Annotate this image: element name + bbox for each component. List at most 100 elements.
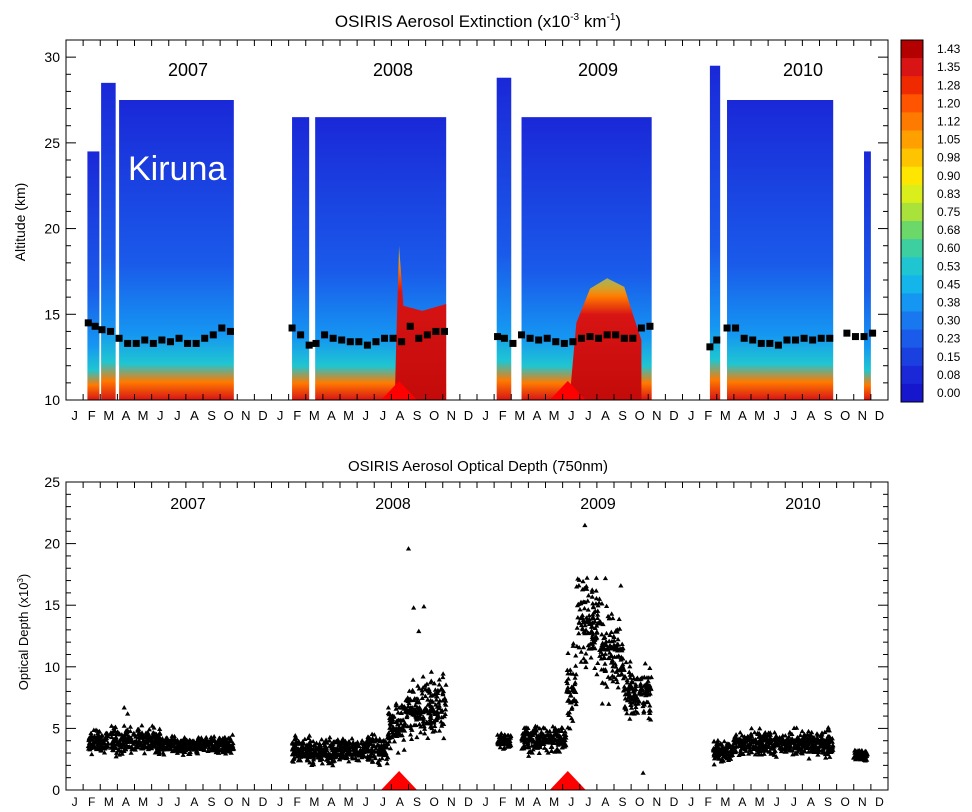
data-point [640, 770, 646, 775]
colorbar-label: 0.30 [937, 314, 961, 328]
tropopause-marker [406, 322, 414, 330]
tropopause-marker [192, 339, 200, 347]
x-tick-label: N [652, 408, 661, 423]
colorbar-segment [901, 130, 923, 150]
tropopause-marker [826, 334, 834, 342]
x-tick-label: M [755, 795, 765, 809]
x-tick-label: M [549, 795, 559, 809]
colorbar-segment [901, 383, 923, 403]
x-tick-label: J [773, 408, 780, 423]
x-tick-label: J [688, 408, 695, 423]
x-tick-label: D [464, 408, 473, 423]
colorbar-segment [901, 58, 923, 77]
tropopause-marker [91, 322, 99, 330]
tropopause-marker [363, 341, 371, 349]
x-tick-label: J [174, 795, 180, 809]
tropopause-marker [560, 339, 568, 347]
x-tick-label: S [413, 408, 422, 423]
x-tick-label: J [482, 408, 489, 423]
colorbar-label: 1.20 [937, 96, 961, 110]
tropopause-marker [124, 339, 132, 347]
colorbar-label: 1.43 [937, 42, 961, 56]
tropopause-marker [603, 331, 611, 339]
colorbar-label: 0.75 [937, 205, 961, 219]
colorbar-label: 0.83 [937, 187, 961, 201]
extinction-block [727, 100, 834, 400]
tropopause-marker [226, 327, 234, 335]
x-tick-label: D [669, 408, 678, 423]
x-tick-label: A [190, 795, 198, 809]
colorbar-segment [901, 148, 923, 168]
y-tick-label: 25 [44, 135, 60, 151]
colorbar-label: 0.90 [937, 169, 961, 183]
colorbar-label: 1.28 [937, 78, 961, 92]
y-tick-label: 15 [44, 306, 60, 322]
x-tick-label: A [327, 408, 336, 423]
colorbar-frame [900, 39, 924, 403]
year-label: 2007 [170, 496, 206, 513]
tropopause-marker [158, 336, 166, 344]
tropopause-marker [209, 331, 217, 339]
tropopause-marker [312, 339, 320, 347]
x-tick-label: J [791, 795, 797, 809]
year-label: 2008 [375, 496, 411, 513]
colorbar-label: 0.23 [937, 332, 961, 346]
x-tick-label: A [601, 408, 610, 423]
year-label: 2009 [578, 60, 618, 80]
data-point-cluster [731, 724, 836, 761]
x-tick-label: A [807, 408, 816, 423]
x-tick-label: F [499, 795, 506, 809]
x-tick-label: O [224, 795, 233, 809]
data-point-cluster [107, 723, 122, 759]
x-tick-label: A [122, 795, 130, 809]
tropopause-marker [389, 334, 397, 342]
x-tick-label: D [259, 795, 268, 809]
data-point-cluster [710, 737, 737, 767]
tropopause-marker [346, 338, 354, 346]
data-point [421, 604, 427, 609]
data-point-cluster [851, 747, 870, 763]
x-tick-label: A [807, 795, 815, 809]
colorbar-segment [901, 365, 923, 385]
x-tick-label: F [499, 408, 507, 423]
data-point-cluster [574, 575, 603, 677]
x-tick-label: J [71, 408, 78, 423]
colorbar-segment [901, 329, 923, 349]
optical-depth-ylabel: Optical Depth (x103) [16, 574, 31, 690]
data-point [582, 522, 588, 528]
x-tick-label: J [774, 795, 780, 809]
y-tick-label: 10 [44, 659, 60, 675]
x-tick-label: J [688, 795, 694, 809]
tropopause-marker [494, 333, 502, 341]
y-tick-label: 20 [44, 536, 60, 552]
x-tick-label: J [363, 795, 369, 809]
x-tick-label: F [88, 408, 96, 423]
data-point-cluster [519, 723, 569, 758]
eruption-marker [381, 771, 418, 790]
x-tick-label: J [362, 408, 369, 423]
tropopause-marker [646, 322, 654, 330]
x-tick-label: J [174, 408, 181, 423]
x-tick-label: J [585, 795, 591, 809]
data-point-cluster [563, 640, 579, 731]
colorbar-label: 0.38 [937, 295, 961, 309]
x-tick-label: A [396, 795, 404, 809]
optical-depth-year-labels: 2007 2008 2009 2010 [170, 496, 821, 513]
data-point-cluster [157, 732, 237, 757]
data-point [125, 711, 131, 716]
x-tick-label: D [670, 795, 679, 809]
x-tick-label: A [122, 408, 131, 423]
colorbar: 1.43 1.35 1.28 1.20 1.12 1.05 0.98 0.90 0.83 0.75… [900, 39, 961, 403]
colorbar-label: 0.45 [937, 277, 961, 291]
tropopause-marker [757, 339, 765, 347]
x-tick-label: M [549, 408, 560, 423]
colorbar-segment [901, 275, 923, 294]
x-tick-label: A [601, 795, 609, 809]
x-tick-label: J [791, 408, 798, 423]
data-point-cluster [621, 659, 654, 722]
tropopause-marker [843, 329, 851, 337]
year-label: 2010 [783, 60, 823, 80]
colorbar-label: 0.15 [937, 350, 961, 364]
tropopause-marker [869, 329, 877, 337]
